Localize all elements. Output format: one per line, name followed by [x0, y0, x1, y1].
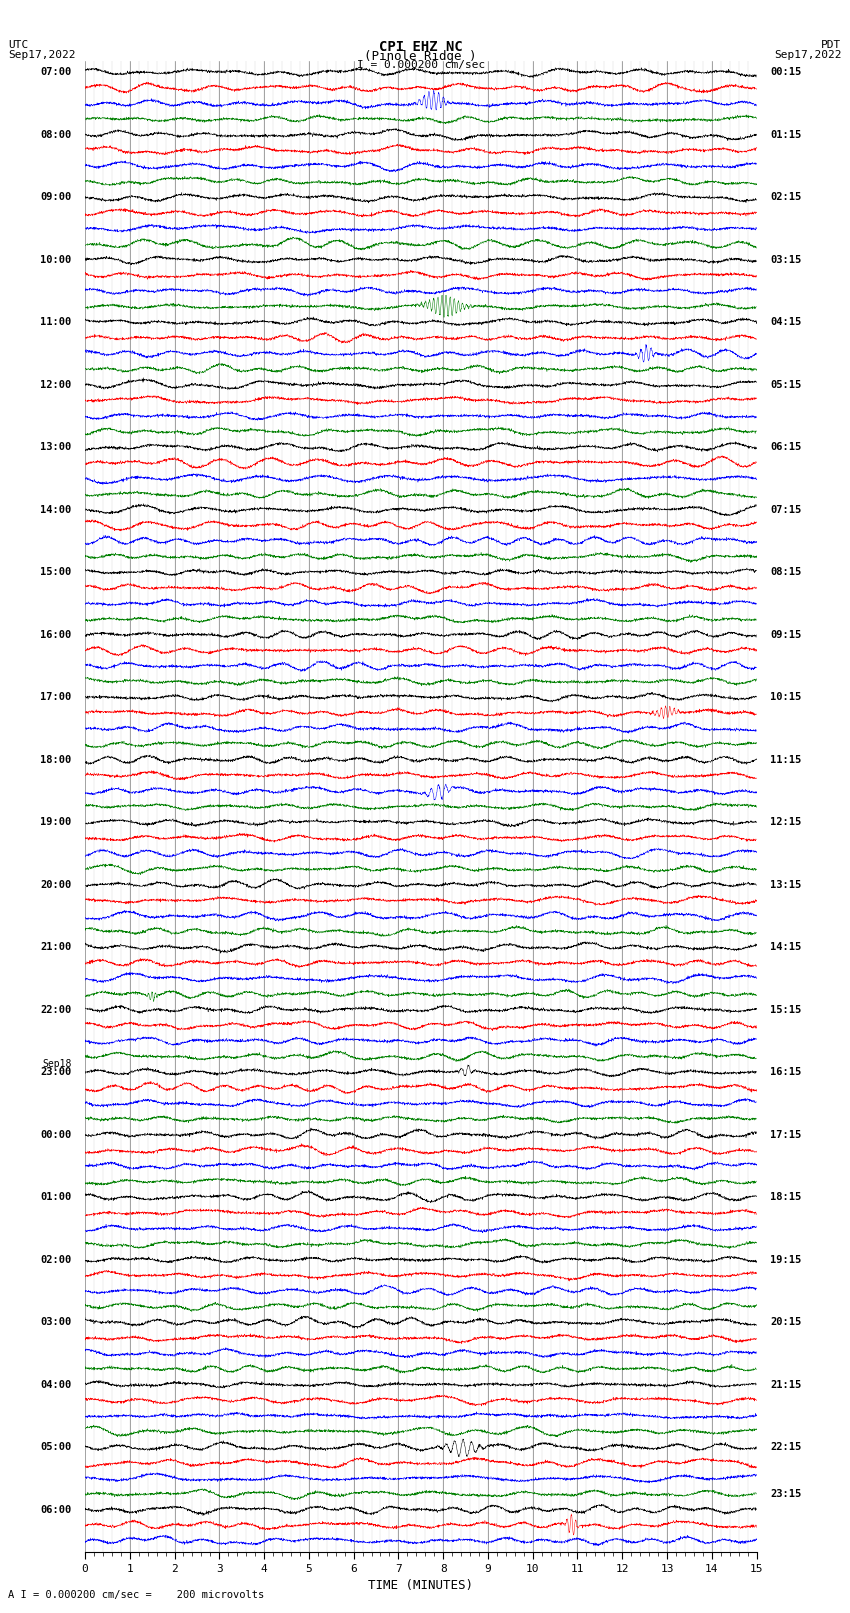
Text: 03:00: 03:00 — [40, 1318, 71, 1327]
Text: 06:15: 06:15 — [770, 442, 802, 452]
Text: 04:15: 04:15 — [770, 318, 802, 327]
X-axis label: TIME (MINUTES): TIME (MINUTES) — [368, 1579, 473, 1592]
Text: 12:00: 12:00 — [40, 379, 71, 390]
Text: 10:00: 10:00 — [40, 255, 71, 265]
Text: 09:00: 09:00 — [40, 192, 71, 202]
Text: 02:15: 02:15 — [770, 192, 802, 202]
Text: 11:00: 11:00 — [40, 318, 71, 327]
Text: CPI EHZ NC: CPI EHZ NC — [379, 40, 462, 55]
Text: 19:15: 19:15 — [770, 1255, 802, 1265]
Text: 23:00: 23:00 — [40, 1068, 71, 1077]
Text: 02:00: 02:00 — [40, 1255, 71, 1265]
Text: 03:15: 03:15 — [770, 255, 802, 265]
Text: 11:15: 11:15 — [770, 755, 802, 765]
Text: 23:15: 23:15 — [770, 1489, 802, 1498]
Text: 06:00: 06:00 — [40, 1505, 71, 1515]
Text: 14:15: 14:15 — [770, 942, 802, 952]
Text: 13:15: 13:15 — [770, 879, 802, 890]
Text: 07:00: 07:00 — [40, 68, 71, 77]
Text: 04:00: 04:00 — [40, 1379, 71, 1389]
Text: (Pinole Ridge ): (Pinole Ridge ) — [365, 50, 477, 63]
Text: 12:15: 12:15 — [770, 818, 802, 827]
Text: 16:00: 16:00 — [40, 629, 71, 640]
Text: 22:00: 22:00 — [40, 1005, 71, 1015]
Text: 07:15: 07:15 — [770, 505, 802, 515]
Text: 05:00: 05:00 — [40, 1442, 71, 1452]
Text: 15:15: 15:15 — [770, 1005, 802, 1015]
Text: UTC: UTC — [8, 40, 29, 50]
Text: 00:00: 00:00 — [40, 1129, 71, 1139]
Text: 00:15: 00:15 — [770, 68, 802, 77]
Text: 20:00: 20:00 — [40, 879, 71, 890]
Text: 08:15: 08:15 — [770, 568, 802, 577]
Text: 20:15: 20:15 — [770, 1318, 802, 1327]
Text: 17:15: 17:15 — [770, 1129, 802, 1139]
Text: 01:00: 01:00 — [40, 1192, 71, 1202]
Text: 13:00: 13:00 — [40, 442, 71, 452]
Text: Sep18: Sep18 — [42, 1060, 71, 1069]
Text: Sep17,2022: Sep17,2022 — [8, 50, 76, 60]
Text: 18:00: 18:00 — [40, 755, 71, 765]
Text: 15:00: 15:00 — [40, 568, 71, 577]
Text: 17:00: 17:00 — [40, 692, 71, 702]
Text: 14:00: 14:00 — [40, 505, 71, 515]
Text: 09:15: 09:15 — [770, 629, 802, 640]
Text: 22:15: 22:15 — [770, 1442, 802, 1452]
Text: 16:15: 16:15 — [770, 1068, 802, 1077]
Text: 18:15: 18:15 — [770, 1192, 802, 1202]
Text: 19:00: 19:00 — [40, 818, 71, 827]
Text: 08:00: 08:00 — [40, 129, 71, 140]
Text: PDT: PDT — [821, 40, 842, 50]
Text: A I = 0.000200 cm/sec =    200 microvolts: A I = 0.000200 cm/sec = 200 microvolts — [8, 1590, 264, 1600]
Text: 05:15: 05:15 — [770, 379, 802, 390]
Text: 10:15: 10:15 — [770, 692, 802, 702]
Text: 21:15: 21:15 — [770, 1379, 802, 1389]
Text: 01:15: 01:15 — [770, 129, 802, 140]
Text: 21:00: 21:00 — [40, 942, 71, 952]
Text: I = 0.000200 cm/sec: I = 0.000200 cm/sec — [357, 60, 484, 69]
Text: Sep17,2022: Sep17,2022 — [774, 50, 842, 60]
